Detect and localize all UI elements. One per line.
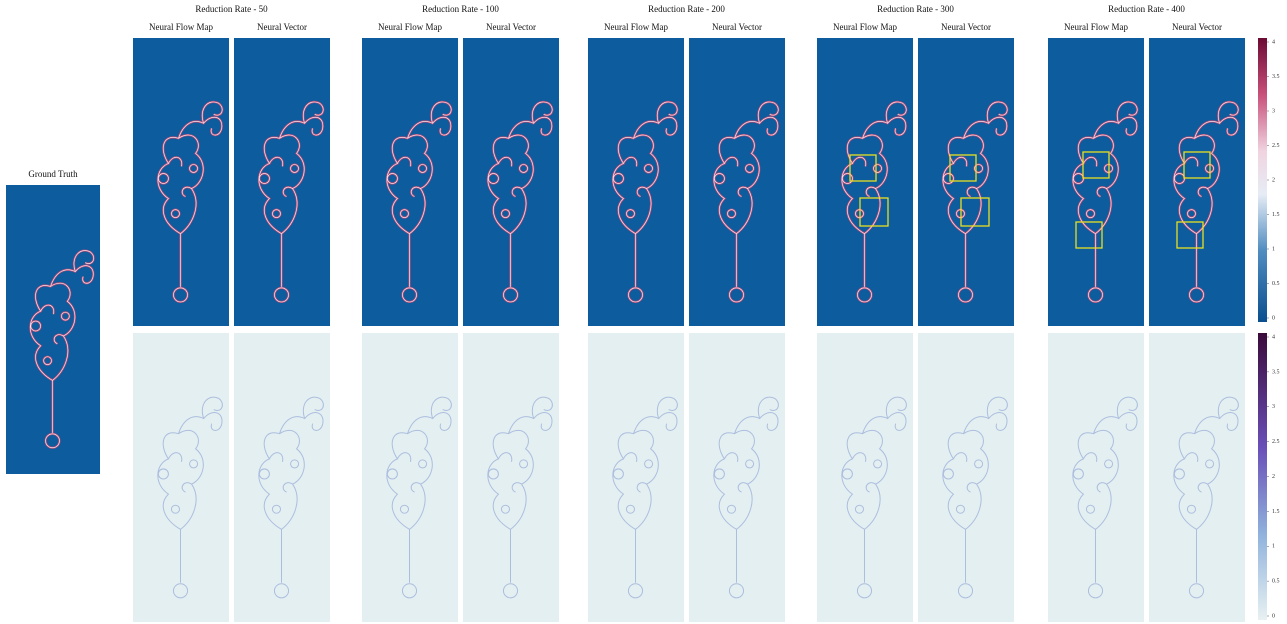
ground-truth-label: Ground Truth	[28, 169, 78, 179]
group-title: Reduction Rate - 300	[877, 4, 954, 14]
group-title: Reduction Rate - 100	[422, 4, 499, 14]
group-title: Reduction Rate - 200	[648, 4, 725, 14]
colorbar-tick-label: 4	[1272, 334, 1275, 340]
column-label: Neural Vector	[1172, 22, 1222, 32]
colorbar	[1258, 333, 1267, 620]
column-label: Neural Vector	[257, 22, 307, 32]
colorbar-tick-label: 2.5	[1272, 439, 1280, 445]
group-title: Reduction Rate - 400	[1108, 4, 1185, 14]
column-label: Neural Flow Map	[604, 22, 668, 32]
colorbar-tick-label: 1	[1272, 544, 1275, 550]
column-label: Neural Flow Map	[149, 22, 213, 32]
column-label: Neural Vector	[486, 22, 536, 32]
colorbar	[1258, 38, 1267, 322]
colorbar-tick-label: 1.5	[1272, 212, 1280, 218]
colorbar-tick-label: 2.5	[1272, 143, 1280, 149]
colorbar-tick-label: 0.5	[1272, 281, 1280, 287]
column-label: Neural Vector	[941, 22, 991, 32]
colorbar-tick-label: 2	[1272, 177, 1275, 183]
column-label: Neural Flow Map	[1064, 22, 1128, 32]
colorbar-tick-label: 3	[1272, 404, 1275, 410]
colorbar-tick-label: 0	[1272, 613, 1275, 619]
colorbar-tick-label: 0	[1272, 315, 1275, 321]
column-label: Neural Flow Map	[833, 22, 897, 32]
colorbar-tick-label: 3.5	[1272, 74, 1280, 80]
colorbar-tick-label: 4	[1272, 39, 1275, 45]
column-label: Neural Flow Map	[378, 22, 442, 32]
colorbar-tick-label: 3	[1272, 108, 1275, 114]
column-label: Neural Vector	[712, 22, 762, 32]
group-title: Reduction Rate - 50	[195, 4, 268, 14]
figure: Ground Truth Reduction Rate - 50 Neural Fl…	[0, 0, 1287, 624]
colorbar-tick-label: 3.5	[1272, 369, 1280, 375]
colorbar-tick-label: 0.5	[1272, 579, 1280, 585]
colorbar-tick-label: 2	[1272, 474, 1275, 480]
colorbar-tick-label: 1	[1272, 246, 1275, 252]
colorbar-tick-label: 1.5	[1272, 509, 1280, 515]
